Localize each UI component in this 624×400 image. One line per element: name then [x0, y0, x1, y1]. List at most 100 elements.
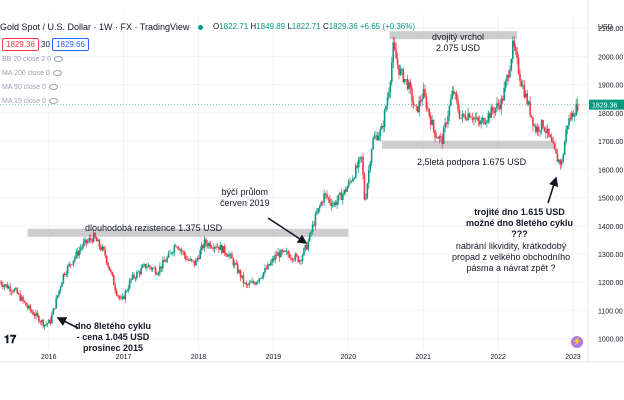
- candle-body: [457, 100, 459, 111]
- resistance-label: dlouhodobá rezistence 1.375 USD: [85, 223, 223, 233]
- annotation-line: trojité dno 1.615 USD: [474, 207, 565, 217]
- candle-body: [12, 291, 14, 293]
- candle-body: [136, 272, 138, 279]
- candle-body: [307, 240, 310, 250]
- candle-body: [255, 282, 258, 285]
- candles: [0, 36, 579, 330]
- candle-body: [249, 282, 252, 284]
- candle-body: [251, 281, 253, 283]
- candle-body: [386, 97, 389, 106]
- candle-body: [458, 110, 461, 119]
- candle-body: [206, 243, 209, 247]
- candle-body: [473, 117, 475, 120]
- candle-body: [419, 100, 422, 102]
- candle-body: [526, 93, 529, 105]
- candle-body: [84, 239, 86, 243]
- candle-body: [151, 268, 154, 270]
- candle-body: [334, 202, 337, 206]
- candle-body: [422, 89, 425, 99]
- candle-body: [48, 319, 50, 324]
- candle-body: [471, 117, 474, 120]
- candle-body: [55, 298, 57, 309]
- indicator-ma50[interactable]: MA 50 close 0: [2, 84, 58, 91]
- tradingview-logo-icon[interactable]: 𝟏𝟕: [4, 334, 17, 346]
- double-top-line1: dvojitý vrchol: [432, 32, 485, 42]
- candle-body: [540, 120, 543, 131]
- candle-body: [170, 252, 173, 254]
- candle-body: [425, 96, 428, 109]
- candle-body: [61, 282, 63, 288]
- buy-price-button[interactable]: 1829.66: [52, 38, 89, 51]
- eye-icon[interactable]: [54, 56, 64, 63]
- eye-icon[interactable]: [48, 98, 58, 105]
- candle-body: [359, 157, 361, 160]
- indicator-ma15[interactable]: MA 15 close 0: [2, 98, 58, 105]
- candle-body: [395, 49, 397, 59]
- candle-body: [539, 130, 541, 132]
- candle-body: [205, 239, 207, 244]
- annotation-line: možné dno 8letého cyklu: [466, 218, 574, 228]
- candle-body: [223, 246, 226, 254]
- cycle-low-annotation: dno 8letého cyklu - cena 1.045 USD prosi…: [75, 321, 151, 354]
- candle-body: [49, 319, 52, 324]
- indicator-ma200[interactable]: MA 200 close 0: [2, 70, 62, 77]
- indicator-bb[interactable]: BB 20 close 2 0: [2, 56, 64, 63]
- candle-body: [344, 189, 347, 192]
- candle-body: [64, 273, 66, 276]
- y-tick-label: 1400.00: [598, 224, 623, 231]
- breakout-annotation: býčí průlom červen 2019: [220, 187, 270, 209]
- candle-body: [575, 103, 577, 116]
- candle-body: [236, 264, 239, 273]
- candle-body: [512, 40, 514, 59]
- candle-body: [506, 75, 508, 82]
- candle-body: [164, 261, 167, 263]
- candle-body: [160, 266, 163, 269]
- candle-body: [503, 87, 505, 101]
- candle-body: [510, 58, 513, 70]
- candle-body: [242, 275, 245, 284]
- candle-body: [424, 89, 426, 97]
- candle-body: [183, 251, 186, 256]
- annotation-arrow: [267, 217, 308, 244]
- candle-body: [516, 51, 518, 58]
- candle-body: [362, 156, 364, 175]
- close-label: C: [322, 22, 329, 31]
- candle-body: [414, 104, 416, 106]
- candle-body: [193, 260, 196, 266]
- indicator-bb-label: BB 20 close 2 0: [2, 56, 52, 63]
- eye-icon[interactable]: [48, 84, 58, 91]
- candle-body: [428, 108, 431, 116]
- candle-body: [98, 239, 101, 247]
- candle-body: [396, 58, 399, 65]
- candle-body: [209, 242, 212, 248]
- candle-body: [444, 122, 446, 129]
- sell-price-button[interactable]: 1829.36: [2, 38, 39, 51]
- open-label: O: [213, 22, 220, 31]
- candle-body: [553, 143, 556, 150]
- y-tick-label: 1100.00: [598, 308, 623, 315]
- candle-body: [149, 265, 151, 268]
- candle-body: [187, 259, 190, 261]
- candle-body: [376, 135, 379, 141]
- eye-icon[interactable]: [52, 70, 62, 77]
- candle-body: [228, 254, 230, 257]
- candle-body: [259, 277, 262, 279]
- candle-body: [213, 247, 216, 249]
- lightning-icon[interactable]: ⚡: [571, 336, 583, 348]
- candle-body: [79, 248, 82, 251]
- candle-body: [475, 117, 478, 119]
- candle-body: [529, 101, 531, 116]
- candle-body: [483, 118, 485, 125]
- candle-body: [22, 296, 24, 301]
- candle-body: [365, 197, 367, 200]
- candle-body: [212, 247, 214, 249]
- candle-body: [486, 120, 488, 123]
- candle-body: [244, 282, 246, 284]
- candle-body: [421, 98, 423, 102]
- candle-body: [513, 40, 516, 48]
- symbol-title[interactable]: Gold Spot / U.S. Dollar · 1W · FX · Trad…: [0, 22, 190, 32]
- candle-body: [180, 249, 183, 252]
- candle-body: [85, 239, 88, 243]
- y-tick-label: 1000.00: [598, 337, 623, 344]
